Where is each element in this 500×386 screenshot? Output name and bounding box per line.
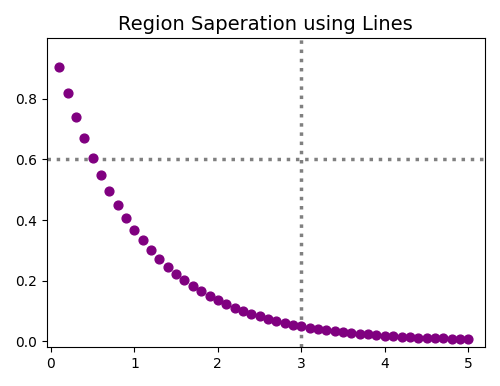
Point — [248, 311, 256, 317]
Point — [330, 328, 338, 334]
Point — [298, 323, 306, 329]
Point — [431, 335, 439, 341]
Point — [256, 313, 264, 320]
Point — [398, 334, 406, 340]
Point — [206, 293, 214, 299]
Point — [80, 135, 88, 141]
Point — [88, 154, 96, 161]
Point — [214, 297, 222, 303]
Point — [456, 336, 464, 342]
Point — [164, 263, 172, 269]
Point — [381, 333, 389, 339]
Point — [314, 326, 322, 332]
Point — [55, 64, 63, 70]
Point — [156, 256, 164, 262]
Point — [106, 188, 114, 194]
Point — [138, 237, 146, 244]
Point — [322, 327, 330, 333]
Point — [147, 247, 155, 253]
Point — [189, 283, 197, 289]
Point — [239, 308, 247, 314]
Point — [172, 271, 180, 277]
Point — [114, 202, 122, 208]
Point — [180, 277, 188, 283]
Point — [364, 331, 372, 337]
Point — [464, 336, 472, 342]
Point — [289, 322, 297, 328]
Point — [306, 325, 314, 331]
Title: Region Saperation using Lines: Region Saperation using Lines — [118, 15, 413, 34]
Point — [440, 335, 448, 342]
Point — [348, 330, 356, 336]
Point — [414, 334, 422, 340]
Point — [197, 288, 205, 294]
Point — [372, 332, 380, 338]
Point — [64, 90, 72, 96]
Point — [448, 336, 456, 342]
Point — [122, 215, 130, 221]
Point — [406, 334, 414, 340]
Point — [389, 333, 397, 339]
Point — [72, 114, 80, 120]
Point — [264, 316, 272, 322]
Point — [97, 172, 105, 178]
Point — [356, 331, 364, 337]
Point — [339, 329, 347, 335]
Point — [272, 318, 280, 324]
Point — [222, 301, 230, 307]
Point — [422, 335, 430, 341]
Point — [130, 227, 138, 233]
Point — [230, 305, 238, 311]
Point — [280, 320, 288, 326]
